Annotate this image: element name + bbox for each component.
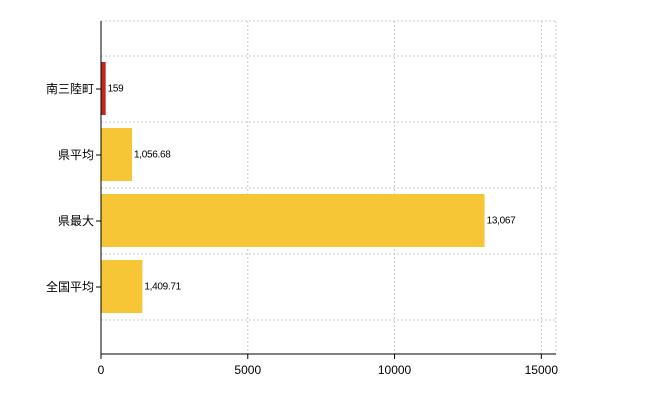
bar <box>101 128 133 181</box>
x-tick-label: 10000 <box>378 363 412 377</box>
bar <box>101 260 143 313</box>
data-label: 13,067 <box>487 216 517 227</box>
bars <box>101 62 485 313</box>
axis-ticks <box>96 88 542 359</box>
x-tick-label: 15000 <box>525 363 559 377</box>
gridlines <box>101 20 557 354</box>
category-label: 南三陸町 <box>46 81 94 96</box>
category-label: 全国平均 <box>46 279 94 294</box>
data-label: 159 <box>108 84 125 95</box>
labels: 南三陸町 159 県平均 1,056.68 県最大 13,067 全国平均 1,409.71 0… <box>46 81 558 377</box>
data-label: 1,056.68 <box>134 150 171 161</box>
category-label: 県平均 <box>58 148 94 162</box>
x-tick-label: 0 <box>98 363 105 377</box>
data-label: 1,409.71 <box>144 282 181 293</box>
category-label: 県最大 <box>58 214 94 228</box>
bar <box>101 194 485 247</box>
axes <box>100 21 556 355</box>
x-tick-label: 5000 <box>234 363 261 377</box>
bar <box>101 62 106 115</box>
